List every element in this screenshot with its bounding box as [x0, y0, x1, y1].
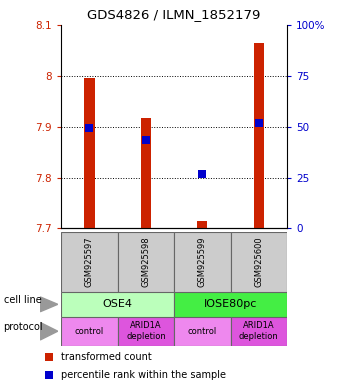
Polygon shape [40, 297, 58, 312]
Bar [118, 317, 174, 346]
Bar [174, 317, 231, 346]
Text: cell line: cell line [4, 295, 41, 306]
Text: control: control [188, 327, 217, 336]
Text: percentile rank within the sample: percentile rank within the sample [61, 370, 226, 380]
Bar [84, 78, 94, 228]
Bar [254, 43, 264, 228]
Title: GDS4826 / ILMN_1852179: GDS4826 / ILMN_1852179 [88, 8, 261, 21]
Text: control: control [75, 327, 104, 336]
Bar [231, 317, 287, 346]
Text: ARID1A
depletion: ARID1A depletion [239, 321, 279, 341]
Text: transformed count: transformed count [61, 352, 152, 362]
Text: IOSE80pc: IOSE80pc [204, 299, 257, 310]
Text: GSM925597: GSM925597 [85, 237, 94, 287]
Bar [118, 232, 174, 292]
Bar [141, 118, 151, 228]
Bar [61, 232, 118, 292]
Text: GSM925598: GSM925598 [141, 237, 150, 287]
Text: GSM925600: GSM925600 [254, 237, 263, 287]
Text: protocol: protocol [4, 322, 43, 333]
Bar [231, 232, 287, 292]
Bar [197, 221, 208, 228]
Text: ARID1A
depletion: ARID1A depletion [126, 321, 166, 341]
Text: OSE4: OSE4 [103, 299, 133, 310]
Bar [61, 292, 174, 317]
Bar [174, 232, 231, 292]
Polygon shape [40, 323, 58, 340]
Bar [174, 292, 287, 317]
Text: GSM925599: GSM925599 [198, 237, 207, 287]
Bar [61, 317, 118, 346]
